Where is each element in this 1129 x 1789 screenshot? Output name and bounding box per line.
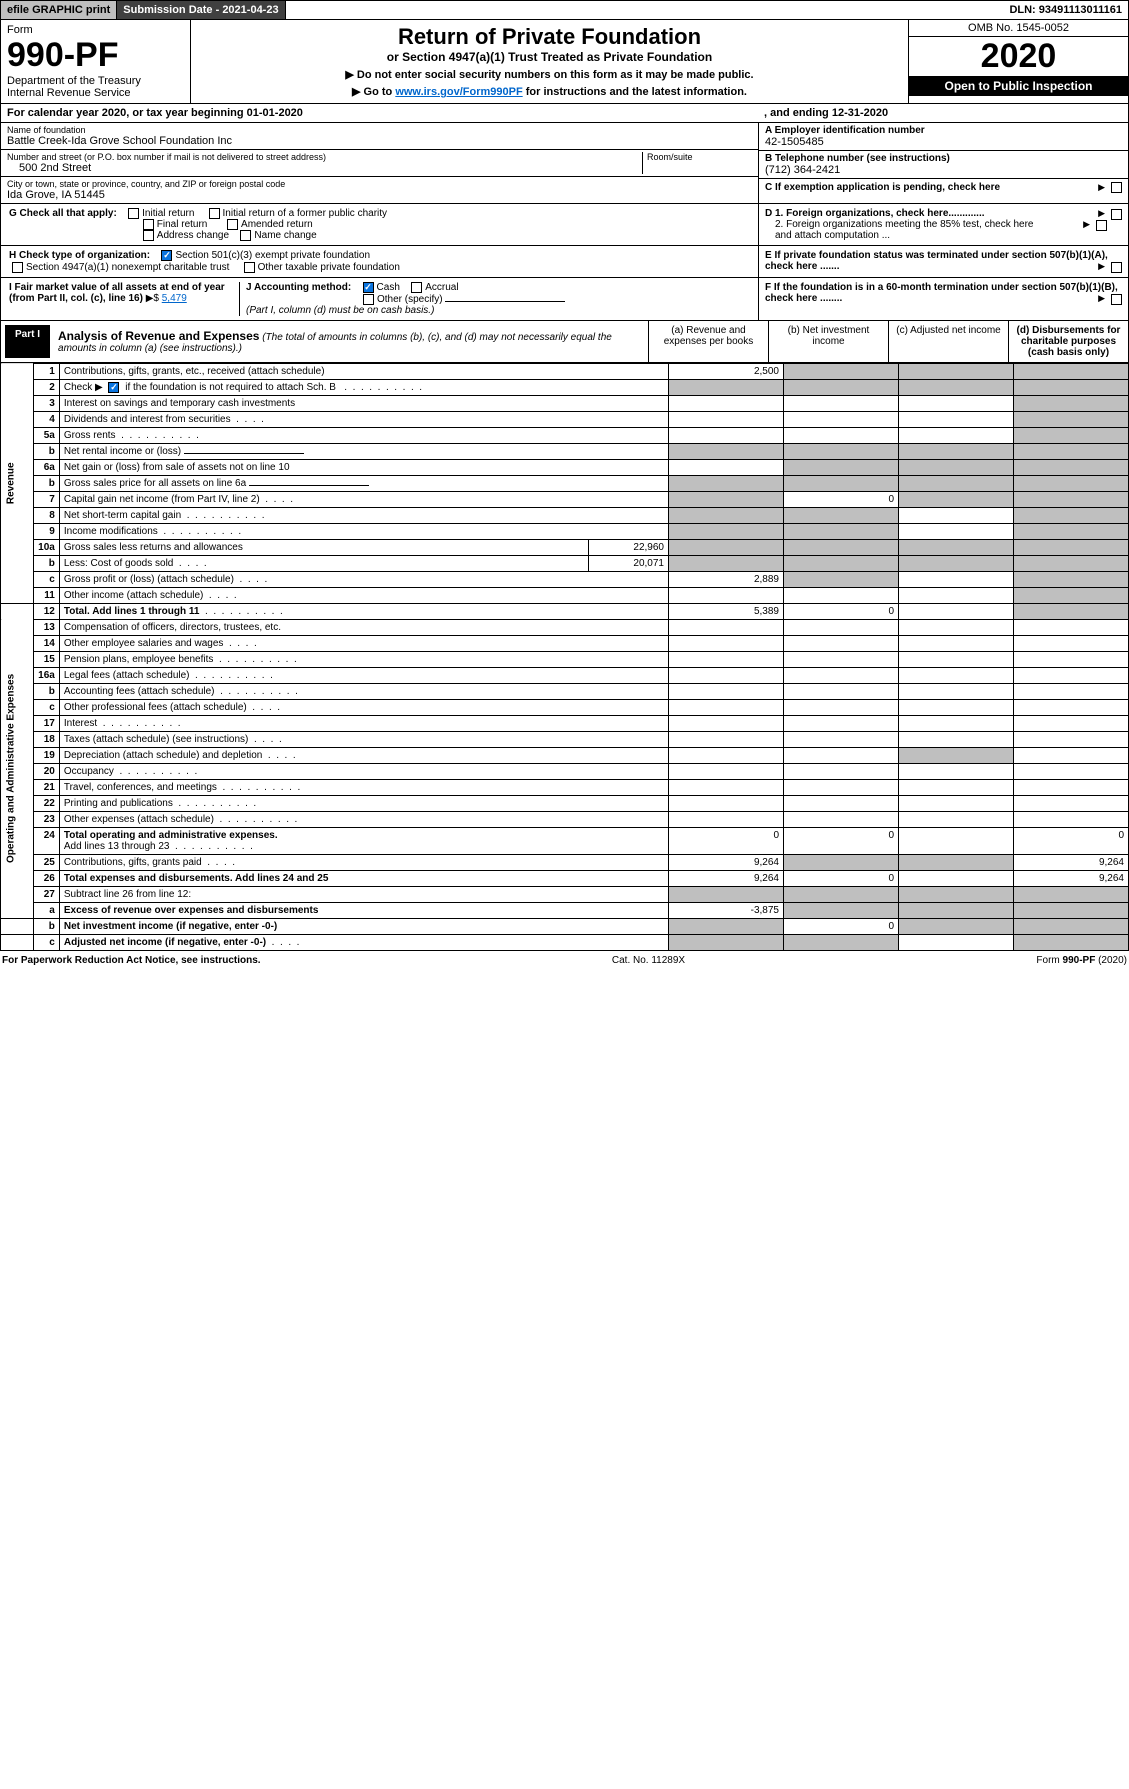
dln-text: DLN: 93491113011161 xyxy=(1003,1,1128,19)
warn-link-line: ▶ Go to www.irs.gov/Form990PF for instru… xyxy=(199,85,900,98)
col-b-header: (b) Net investment income xyxy=(768,321,888,362)
address-change-checkbox[interactable] xyxy=(143,230,154,241)
instructions-link[interactable]: www.irs.gov/Form990PF xyxy=(395,86,522,98)
foundation-name: Battle Creek-Ida Grove School Foundation… xyxy=(7,135,752,147)
exemption-pending-label: C If exemption application is pending, c… xyxy=(765,182,1000,193)
part1-tag: Part I xyxy=(5,325,50,358)
part1-title: Analysis of Revenue and Expenses (The to… xyxy=(50,325,644,358)
room-label: Room/suite xyxy=(647,152,752,162)
addr-label: Number and street (or P.O. box number if… xyxy=(7,152,642,162)
page-footer: For Paperwork Reduction Act Notice, see … xyxy=(0,951,1129,970)
cal-end: , and ending 12-31-2020 xyxy=(758,104,1128,122)
4947a1-checkbox[interactable] xyxy=(12,262,23,273)
fmv-link[interactable]: 5,479 xyxy=(162,293,187,304)
revenue-expense-table: Revenue 1Contributions, gifts, grants, e… xyxy=(0,363,1129,951)
schb-checkbox[interactable] xyxy=(108,382,119,393)
501c3-checkbox[interactable] xyxy=(161,250,172,261)
amended-return-checkbox[interactable] xyxy=(227,219,238,230)
ein-label: A Employer identification number xyxy=(765,125,1122,136)
street-address: 500 2nd Street xyxy=(7,162,642,174)
name-change-checkbox[interactable] xyxy=(240,230,251,241)
final-return-checkbox[interactable] xyxy=(143,219,154,230)
cat-number: Cat. No. 11289X xyxy=(612,955,685,966)
form-word: Form xyxy=(7,24,184,36)
other-method-checkbox[interactable] xyxy=(363,294,374,305)
section-h: H Check type of organization: Section 50… xyxy=(1,246,758,277)
paperwork-notice: For Paperwork Reduction Act Notice, see … xyxy=(2,955,261,966)
ein-value: 42-1505485 xyxy=(765,136,1122,148)
accrual-checkbox[interactable] xyxy=(411,282,422,293)
efile-print-button[interactable]: efile GRAPHIC print xyxy=(1,1,117,19)
f-checkbox[interactable] xyxy=(1111,294,1122,305)
d2-checkbox[interactable] xyxy=(1096,220,1107,231)
open-to-public: Open to Public Inspection xyxy=(909,76,1128,96)
phone-value: (712) 364-2421 xyxy=(765,164,1122,176)
cal-begin: For calendar year 2020, or tax year begi… xyxy=(1,104,758,122)
city-state-zip: Ida Grove, IA 51445 xyxy=(7,189,752,201)
initial-return-checkbox[interactable] xyxy=(128,208,139,219)
omb-number: OMB No. 1545-0052 xyxy=(909,20,1128,37)
irs-text: Internal Revenue Service xyxy=(7,87,184,99)
form-title: Return of Private Foundation xyxy=(199,24,900,50)
identification-grid: Name of foundation Battle Creek-Ida Grov… xyxy=(0,123,1129,204)
city-label: City or town, state or province, country… xyxy=(7,179,752,189)
col-c-header: (c) Adjusted net income xyxy=(888,321,1008,362)
col-a-header: (a) Revenue and expenses per books xyxy=(648,321,768,362)
section-i: I Fair market value of all assets at end… xyxy=(9,282,239,315)
revenue-side-label: Revenue xyxy=(1,363,34,603)
col-d-header: (d) Disbursements for charitable purpose… xyxy=(1008,321,1128,362)
dept-text: Department of the Treasury xyxy=(7,75,184,87)
expenses-side-label: Operating and Administrative Expenses xyxy=(1,619,34,918)
phone-label: B Telephone number (see instructions) xyxy=(765,153,1122,164)
form-number: 990-PF xyxy=(7,36,184,75)
section-d: D 1. Foreign organizations, check here..… xyxy=(758,204,1128,245)
form-header: Form 990-PF Department of the Treasury I… xyxy=(0,20,1129,104)
section-j: J Accounting method: Cash Accrual Other … xyxy=(239,282,750,315)
section-f: F If the foundation is in a 60-month ter… xyxy=(758,278,1128,319)
part1-header-row: Part I Analysis of Revenue and Expenses … xyxy=(0,321,1129,363)
initial-former-checkbox[interactable] xyxy=(209,208,220,219)
e-checkbox[interactable] xyxy=(1111,262,1122,273)
section-g: G Check all that apply: Initial return I… xyxy=(9,208,750,241)
section-e: E If private foundation status was termi… xyxy=(758,246,1128,277)
form-footer-id: Form 990-PF (2020) xyxy=(1036,955,1127,966)
warn-ssn: ▶ Do not enter social security numbers o… xyxy=(199,68,900,81)
form-subtitle: or Section 4947(a)(1) Trust Treated as P… xyxy=(199,50,900,64)
c-checkbox[interactable] xyxy=(1111,182,1122,193)
other-taxable-checkbox[interactable] xyxy=(244,262,255,273)
calendar-year-row: For calendar year 2020, or tax year begi… xyxy=(0,104,1129,123)
top-bar: efile GRAPHIC print Submission Date - 20… xyxy=(0,0,1129,20)
tax-year: 2020 xyxy=(909,37,1128,76)
d1-checkbox[interactable] xyxy=(1111,209,1122,220)
submission-date-button[interactable]: Submission Date - 2021-04-23 xyxy=(117,1,285,19)
name-label: Name of foundation xyxy=(7,125,752,135)
cash-checkbox[interactable] xyxy=(363,282,374,293)
topbar-spacer xyxy=(286,1,1004,19)
